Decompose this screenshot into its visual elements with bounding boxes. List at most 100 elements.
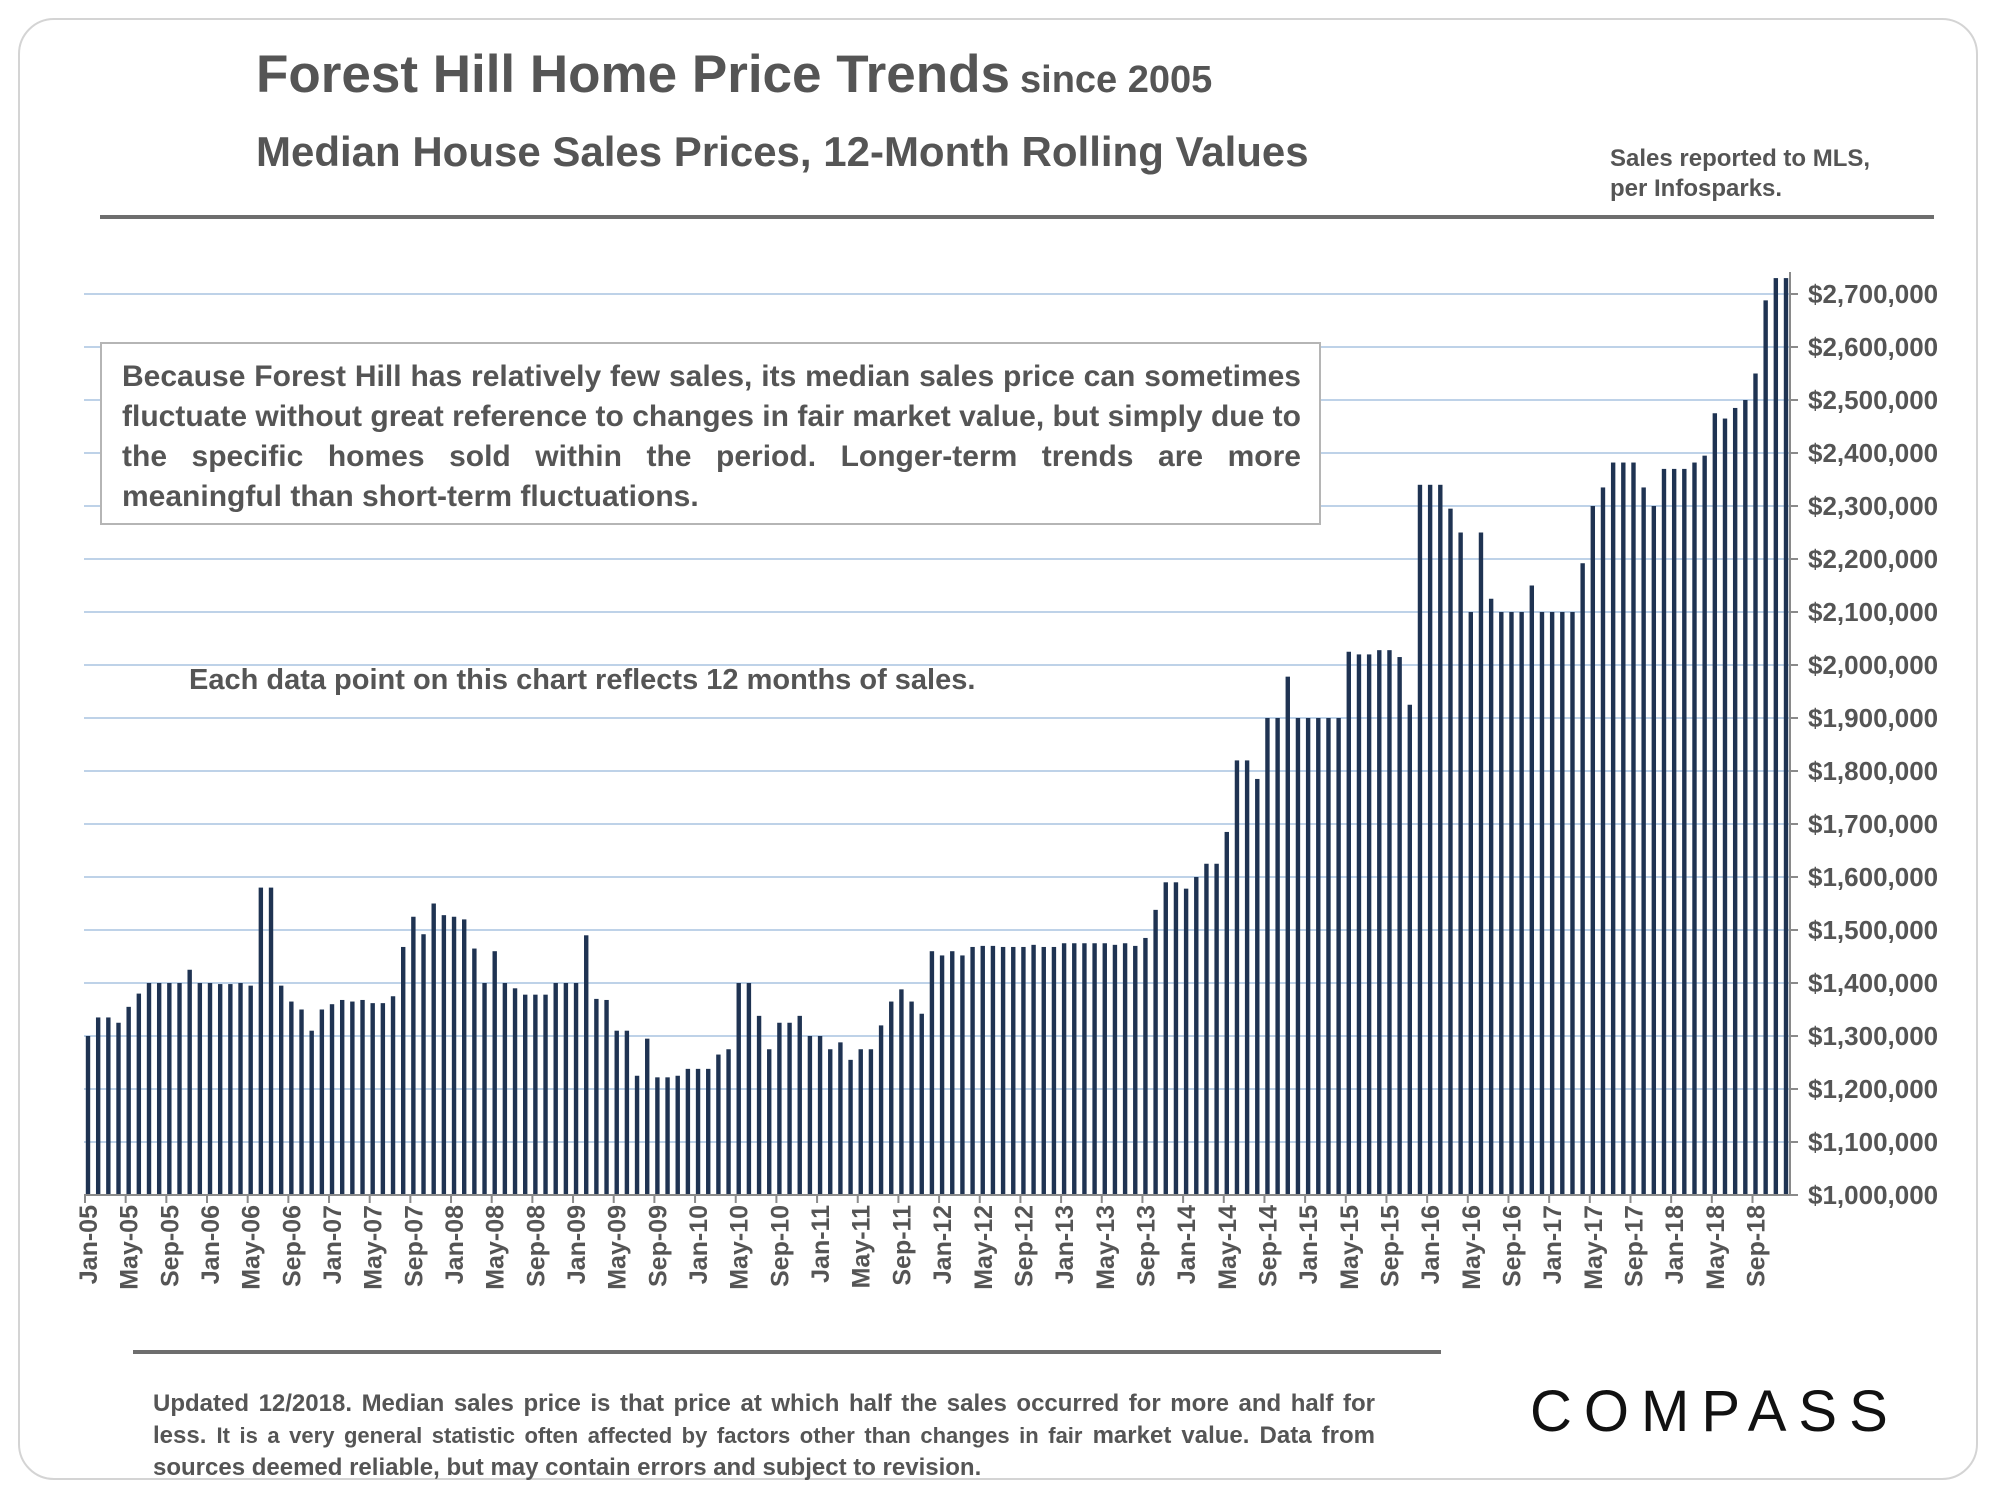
bar <box>136 993 142 1195</box>
bar <box>1102 943 1107 1195</box>
bar <box>512 988 518 1195</box>
x-tick-label: Jan-18 <box>1661 1205 1689 1284</box>
bar <box>695 1068 701 1195</box>
bar <box>360 999 365 1195</box>
bar <box>1133 945 1138 1195</box>
bar <box>156 983 162 1195</box>
bar <box>146 983 152 1195</box>
footer-divider <box>133 1350 1441 1354</box>
x-tick-label: Sep-10 <box>766 1205 794 1287</box>
compass-logo: COMPASS <box>1530 1379 1900 1444</box>
bar <box>1092 943 1097 1195</box>
x-tick-label: May-18 <box>1702 1205 1730 1290</box>
bar <box>1316 718 1321 1195</box>
bar <box>1712 413 1718 1195</box>
x-tick-label: Jan-10 <box>685 1205 713 1284</box>
bar <box>960 955 965 1195</box>
bar <box>1183 888 1189 1195</box>
bar <box>1204 863 1209 1195</box>
bar <box>1153 909 1158 1195</box>
x-tick-label: Sep-12 <box>1010 1205 1038 1287</box>
bar <box>1753 373 1758 1195</box>
bar <box>1671 468 1677 1195</box>
bar <box>441 915 447 1195</box>
bar <box>431 903 436 1195</box>
bar <box>1539 612 1545 1195</box>
bar <box>472 948 477 1195</box>
bar <box>1021 946 1026 1195</box>
bar <box>1570 612 1575 1195</box>
y-tick-label: $2,500,000 <box>1808 385 1938 415</box>
bar <box>1122 943 1128 1195</box>
x-tick-label: Sep-14 <box>1254 1205 1282 1287</box>
bar <box>767 1049 772 1195</box>
bar <box>1631 462 1636 1195</box>
bar <box>1072 943 1077 1195</box>
bar <box>1499 612 1504 1195</box>
x-tick-label: May-13 <box>1092 1205 1120 1290</box>
bar <box>909 1001 914 1195</box>
source-note: Sales reported to MLS, per Infosparks. <box>1610 144 1870 204</box>
bar <box>217 984 223 1195</box>
y-tick-label: $1,600,000 <box>1808 862 1938 892</box>
bar <box>868 1049 874 1195</box>
x-tick-label: Sep-17 <box>1620 1205 1648 1287</box>
x-tick-label: May-16 <box>1458 1205 1486 1290</box>
bar <box>746 983 752 1195</box>
bar <box>492 951 497 1195</box>
bar <box>1112 944 1118 1195</box>
title-since: since 2005 <box>1020 59 1213 101</box>
x-tick-label: Sep-08 <box>522 1205 550 1287</box>
bar <box>756 1015 762 1195</box>
bar <box>817 1036 823 1195</box>
bar <box>726 1049 731 1195</box>
bar <box>421 934 426 1195</box>
x-tick-label: May-05 <box>116 1205 144 1290</box>
footer-line-bold: Updated 12/2018. Median sales price is t… <box>153 1390 1375 1449</box>
bar <box>523 994 528 1195</box>
bar <box>411 916 416 1195</box>
bar <box>1387 650 1392 1195</box>
bar <box>1773 278 1779 1196</box>
x-tick-label: Jan-16 <box>1417 1205 1445 1284</box>
bar <box>777 1022 782 1195</box>
bar <box>1529 585 1535 1195</box>
bar <box>401 946 406 1195</box>
bar <box>1326 718 1331 1195</box>
y-tick-label: $2,200,000 <box>1808 544 1938 574</box>
bar <box>1214 863 1219 1195</box>
bar <box>1275 718 1280 1195</box>
x-tick-label: Sep-06 <box>278 1205 306 1287</box>
bar <box>929 951 935 1195</box>
bar <box>807 1036 813 1195</box>
bar <box>1743 400 1748 1195</box>
bar <box>106 1017 111 1195</box>
bar <box>1061 943 1067 1195</box>
y-tick-label: $1,400,000 <box>1808 968 1938 998</box>
bar <box>1234 760 1240 1195</box>
bar <box>1692 462 1697 1195</box>
footer-line-end: market value. Data from sources deemed r… <box>153 1422 1376 1481</box>
y-tick-label: $2,400,000 <box>1808 438 1938 468</box>
bar <box>1295 718 1301 1195</box>
bar <box>1244 760 1250 1195</box>
bar <box>1722 418 1728 1195</box>
bar <box>1407 704 1412 1195</box>
bar <box>594 998 599 1195</box>
bar <box>85 1036 91 1195</box>
bar <box>1468 612 1473 1195</box>
chart-title: Forest Hill Home Price Trends since 2005 <box>256 44 1212 105</box>
bar <box>1682 468 1687 1195</box>
bar <box>797 1015 802 1195</box>
bar <box>299 1009 304 1195</box>
bar <box>1082 943 1087 1195</box>
footer-line-small: It is a very general statistic often aff… <box>216 1423 1083 1448</box>
bar <box>787 1022 792 1195</box>
bar <box>889 1001 894 1195</box>
y-tick-label: $2,600,000 <box>1808 332 1938 362</box>
axes <box>84 272 1791 1196</box>
x-tick-label: Sep-16 <box>1498 1205 1526 1287</box>
title-main: Forest Hill Home Price Trends <box>256 45 1011 104</box>
bar <box>665 1077 670 1195</box>
slide-frame <box>18 18 1978 1480</box>
